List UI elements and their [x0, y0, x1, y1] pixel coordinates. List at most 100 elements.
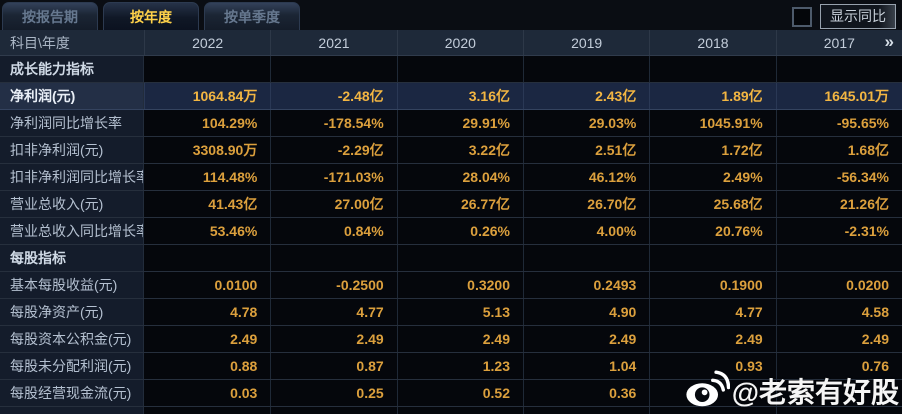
value-cell: 26.70亿 [523, 191, 650, 217]
tab-by-year[interactable]: 按年度 [103, 2, 199, 30]
value-cell: 3.22亿 [396, 137, 523, 163]
show-yoy-label[interactable]: 显示同比 [820, 4, 896, 29]
value-cell: 0.93 [649, 353, 776, 379]
value-cell: 53.46% [144, 218, 271, 244]
value-cell: 1064.84万 [144, 83, 271, 109]
value-cell: 4.77 [649, 299, 776, 325]
table-header-row: 科目\年度 2022 2021 2020 2019 2018 2017» [0, 30, 902, 56]
value-cell: 0.76 [775, 353, 902, 379]
value-cell: 4.90 [523, 299, 650, 325]
table-row: 营业总收入同比增长率 53.46% 0.84% 0.26% 4.00% 20.76% -2.… [0, 218, 902, 245]
value-cell: 1045.91% [649, 110, 776, 136]
tab-group: 按报告期 按年度 按单季度 [0, 2, 300, 30]
row-label: 成长能力指标 [0, 56, 144, 82]
value-cell: 0.84% [270, 218, 397, 244]
value-cell: -178.54% [270, 110, 397, 136]
year-column-header: 2021 [270, 30, 396, 55]
value-cell: 1645.01万 [775, 83, 902, 109]
table-row: 净利润(元) 1064.84万 -2.48亿 3.16亿 2.43亿 1.89亿 1645.… [0, 83, 902, 110]
value-cell: 1.68亿 [775, 137, 902, 163]
year-column-header: 2019 [523, 30, 649, 55]
table-row: 营业总收入(元) 41.43亿 27.00亿 26.77亿 26.70亿 25.68亿 21… [0, 191, 902, 218]
value-cell [396, 245, 523, 271]
value-cell [523, 56, 650, 82]
table-row: 扣非净利润同比增长率 114.48% -171.03% 28.04% 46.12% 2.4… [0, 164, 902, 191]
table-row: 每股净资产(元) 4.78 4.77 5.13 4.90 4.77 4.58 [0, 299, 902, 326]
value-cell: 3308.90万 [144, 137, 271, 163]
row-label: 净利润同比增长率 [0, 110, 144, 136]
value-cell: 0.36 [523, 380, 650, 406]
value-cell [775, 56, 902, 82]
year-column-header: 2017» [775, 30, 902, 55]
value-cell: 0.0200 [775, 272, 902, 298]
value-cell: 1.72亿 [649, 137, 776, 163]
value-cell: 2.49% [649, 164, 776, 190]
value-cell: 0.1900 [649, 272, 776, 298]
value-cell [270, 56, 397, 82]
row-label: 扣非净利润(元) [0, 137, 144, 163]
section-row: 成长能力指标 [0, 56, 902, 83]
tab-bar: 按报告期 按年度 按单季度 显示同比 [0, 0, 902, 30]
value-cell: 29.91% [396, 110, 523, 136]
value-cell: 4.00% [523, 218, 650, 244]
value-cell: 0.0100 [144, 272, 271, 298]
value-cell [649, 56, 776, 82]
value-cell: 114.48% [144, 164, 271, 190]
value-cell: 2.49 [144, 326, 271, 352]
partial-row-label [0, 407, 144, 414]
value-cell: -2.31% [775, 218, 902, 244]
row-label: 每股未分配利润(元) [0, 353, 144, 379]
value-cell: -171.03% [270, 164, 397, 190]
value-cell [775, 380, 902, 406]
value-cell: 27.00亿 [270, 191, 397, 217]
value-cell: 0.87 [270, 353, 397, 379]
tab-by-report-period[interactable]: 按报告期 [2, 2, 98, 30]
value-cell [396, 56, 523, 82]
year-column-header: 2020 [396, 30, 523, 55]
value-cell: 25.68亿 [649, 191, 776, 217]
row-label: 营业总收入同比增长率 [0, 218, 144, 244]
value-cell: 0.26% [396, 218, 523, 244]
value-cell: -56.34% [775, 164, 902, 190]
value-cell: -95.65% [775, 110, 902, 136]
value-cell: 4.78 [144, 299, 271, 325]
corner-header: 科目\年度 [10, 34, 70, 51]
value-cell: 0.2493 [523, 272, 650, 298]
value-cell: -2.29亿 [270, 137, 397, 163]
value-cell: 2.49 [775, 326, 902, 352]
value-cell: 26.77亿 [396, 191, 523, 217]
value-cell: 4.58 [775, 299, 902, 325]
value-cell: 46.12% [523, 164, 650, 190]
value-cell: 104.29% [144, 110, 271, 136]
row-label: 扣非净利润同比增长率 [0, 164, 144, 190]
value-cell: 0.88 [144, 353, 271, 379]
year-column-header: 2022 [144, 30, 270, 55]
show-yoy-checkbox[interactable] [792, 6, 812, 27]
value-cell: 2.49 [523, 326, 650, 352]
more-columns-icon[interactable]: » [884, 31, 895, 51]
value-cell [270, 245, 397, 271]
value-cell [775, 245, 902, 271]
year-column-header: 2018 [649, 30, 775, 55]
table-row: 净利润同比增长率 104.29% -178.54% 29.91% 29.03% 1045.… [0, 110, 902, 137]
value-cell: 5.13 [396, 299, 523, 325]
table-row: 基本每股收益(元) 0.0100 -0.2500 0.3200 0.2493 0.1900… [0, 272, 902, 299]
row-label: 基本每股收益(元) [0, 272, 144, 298]
value-cell: 20.76% [649, 218, 776, 244]
value-cell [649, 380, 776, 406]
section-row: 每股指标 [0, 245, 902, 272]
value-cell [144, 56, 271, 82]
tab-by-quarter[interactable]: 按单季度 [204, 2, 300, 30]
value-cell: 0.52 [396, 380, 523, 406]
value-cell [523, 245, 650, 271]
value-cell: 2.43亿 [523, 83, 650, 109]
show-yoy-control: 显示同比 [792, 4, 896, 29]
table-row: 扣非净利润(元) 3308.90万 -2.29亿 3.22亿 2.51亿 1.72亿 1.6… [0, 137, 902, 164]
value-cell: 2.49 [649, 326, 776, 352]
row-label: 营业总收入(元) [0, 191, 144, 217]
partial-row [0, 407, 902, 414]
value-cell: 21.26亿 [775, 191, 902, 217]
value-cell [649, 245, 776, 271]
value-cell: 29.03% [523, 110, 650, 136]
